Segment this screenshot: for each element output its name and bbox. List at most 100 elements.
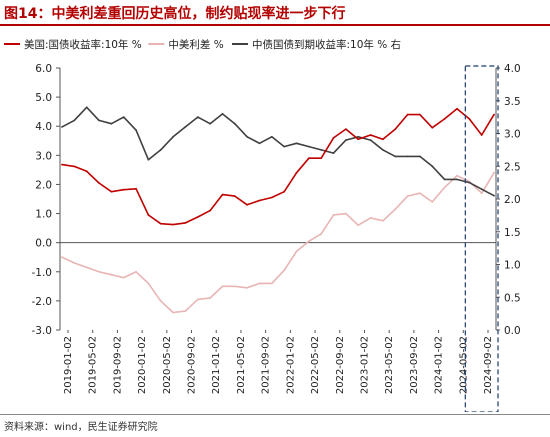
series-1-point-11 (196, 298, 199, 301)
series-0-point-13 (221, 193, 224, 196)
x-tick-label-17: 2024-09-02 (483, 336, 494, 394)
x-tick-label-14: 2023-09-02 (409, 336, 420, 394)
series-1-point-15 (246, 286, 249, 289)
series-0-point-3 (98, 182, 100, 184)
legend-label-2: 中债国债到期收益率:10年 % 右 (252, 38, 401, 51)
series-1-point-13 (221, 285, 224, 288)
x-tick-label-2: 2019-09-02 (112, 336, 123, 394)
series-2-point-32 (456, 178, 458, 181)
series-0-point-27 (394, 128, 397, 131)
left-tick-label-3: 3.0 (35, 150, 52, 162)
left-tick-label-0: 6.0 (35, 63, 52, 75)
series-1-point-10 (184, 310, 187, 312)
bottom-rule (0, 414, 550, 415)
series-1-point-24 (357, 224, 360, 227)
series-1-point-14 (233, 285, 236, 288)
series-2-point-6 (135, 129, 138, 132)
series-1-point-21 (320, 233, 323, 235)
legend-label-0: 美国:国债收益率:10年 % (24, 38, 142, 51)
series-2-point-7 (147, 158, 150, 161)
series-2-point-22 (332, 152, 335, 155)
source-note: 资料来源：wind，民生证券研究院 (4, 422, 158, 433)
series-2-point-34 (480, 188, 483, 191)
right-tick-label-1: 3.5 (504, 96, 521, 108)
right-tick-label-4: 2.0 (504, 194, 521, 206)
series-2-point-33 (468, 181, 471, 184)
series-1-point-7 (147, 282, 150, 285)
x-tick-label-13: 2023-05-02 (384, 336, 395, 394)
series-1-point-5 (122, 276, 125, 279)
x-tick-label-1: 2019-05-02 (88, 336, 99, 394)
series-2-point-1 (73, 119, 76, 122)
series-0-point-24 (357, 138, 360, 141)
series-2-point-10 (184, 126, 187, 128)
series-2-point-25 (369, 139, 372, 142)
series-1-point-31 (443, 186, 446, 189)
series-0-point-25 (369, 134, 372, 136)
x-tick-label-6: 2021-01-02 (211, 336, 222, 394)
x-tick-label-5: 2020-09-02 (187, 336, 198, 394)
series-1-point-28 (406, 195, 409, 198)
series-0-point-6 (135, 187, 138, 190)
series-2-point-17 (270, 135, 273, 138)
x-tick-label-3: 2020-01-02 (137, 336, 148, 394)
series-0-point-22 (332, 137, 335, 139)
series-1-point-34 (480, 192, 483, 195)
x-tick-label-0: 2019-01-02 (63, 336, 74, 394)
series-2-point-0 (61, 126, 63, 128)
x-tick-label-4: 2020-05-02 (162, 336, 173, 394)
series-2-point-12 (209, 122, 212, 125)
series-2-point-24 (357, 135, 360, 138)
series-0-point-21 (320, 157, 323, 160)
series-0-point-11 (196, 216, 199, 218)
right-tick-label-7: 0.5 (504, 292, 521, 304)
series-2-point-14 (233, 122, 236, 125)
x-tick-label-11: 2022-09-02 (335, 336, 346, 394)
series-2-point-16 (258, 142, 261, 145)
x-tick-label-9: 2022-01-02 (285, 336, 296, 394)
left-tick-label-5: 1.0 (35, 209, 52, 221)
series-0-point-26 (382, 138, 384, 141)
series-0-point-8 (159, 222, 162, 225)
series-0-point-30 (431, 126, 434, 129)
series-0-point-35 (493, 113, 495, 116)
series-line-1 (61, 172, 495, 314)
series-2-point-9 (172, 135, 175, 138)
series-1-point-6 (135, 270, 138, 273)
series-2-point-20 (308, 145, 310, 148)
series-2-point-8 (159, 149, 162, 151)
x-tick-label-12: 2023-01-02 (359, 336, 370, 394)
x-tick-label-10: 2022-05-02 (310, 336, 321, 394)
series-1-point-8 (159, 300, 162, 302)
series-2-point-3 (98, 119, 100, 122)
series-1-point-9 (172, 311, 175, 314)
series-1-point-27 (394, 208, 397, 211)
series-1-point-0 (61, 256, 63, 259)
x-tick-label-15: 2024-01-02 (434, 336, 445, 394)
series-0-point-32 (456, 107, 458, 110)
series-2-point-30 (431, 165, 434, 168)
series-line-0 (61, 108, 495, 226)
series-0-point-33 (468, 118, 471, 120)
series-2-point-31 (443, 178, 446, 181)
right-tick-label-3: 2.5 (504, 161, 521, 173)
series-2-point-26 (382, 149, 384, 151)
left-tick-label-8: -2.0 (32, 296, 53, 308)
series-1-point-2 (85, 266, 88, 269)
right-tick-label-6: 1.0 (504, 260, 521, 272)
series-2-point-35 (493, 194, 495, 197)
series-0-point-2 (85, 170, 88, 173)
left-tick-label-4: 2.0 (35, 179, 52, 191)
series-0-point-7 (147, 214, 150, 216)
series-line-2 (61, 106, 495, 197)
series-2-point-28 (406, 155, 409, 158)
series-0-point-14 (233, 195, 236, 198)
series-0-point-4 (110, 190, 113, 193)
series-1-point-26 (382, 219, 384, 222)
series-2-point-27 (394, 155, 397, 158)
series-1-point-16 (258, 282, 261, 285)
series-0-point-5 (122, 188, 125, 191)
x-tick-label-7: 2021-05-02 (236, 336, 247, 394)
right-tick-label-2: 3.0 (504, 129, 521, 141)
series-2-point-5 (122, 116, 125, 118)
